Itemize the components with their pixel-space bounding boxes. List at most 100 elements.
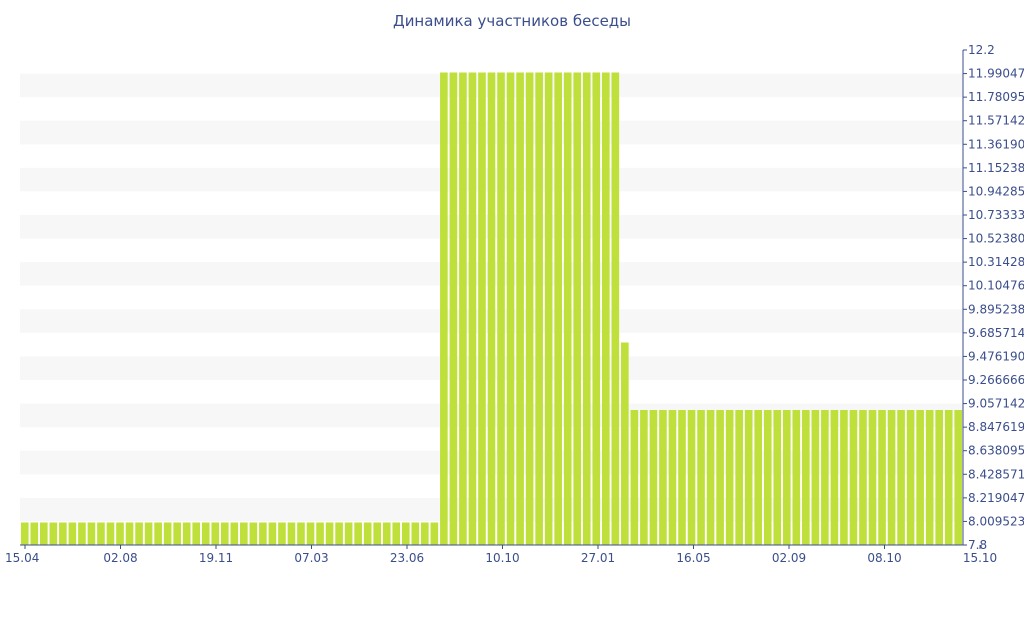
bar (782, 410, 791, 545)
bar (106, 522, 115, 545)
bar (516, 72, 524, 545)
bar (887, 410, 896, 545)
bar (478, 72, 486, 545)
bar (144, 522, 153, 545)
bar (97, 522, 105, 545)
bar (754, 410, 763, 545)
y-tick-label: 9.266666 (968, 373, 1024, 387)
bar (735, 410, 743, 545)
bar (744, 410, 753, 545)
bar (773, 410, 782, 545)
y-tick-label: 8.847619 (968, 420, 1024, 434)
bar (382, 522, 391, 545)
bar (268, 522, 277, 545)
bar (373, 522, 382, 545)
bar (811, 410, 820, 545)
bar (430, 522, 439, 545)
x-tick-label: 27.01 (581, 551, 615, 565)
bar (87, 522, 96, 545)
bar (392, 522, 401, 545)
bars (20, 72, 963, 545)
y-tick-label: 11.780952 (968, 90, 1024, 104)
x-tick-label: 23.06 (390, 551, 424, 565)
bar (335, 522, 343, 545)
bar (925, 410, 934, 545)
bar (897, 410, 905, 545)
bar (935, 410, 943, 545)
x-tick-label: 15.04 (5, 551, 39, 565)
bar (421, 522, 429, 545)
bar (601, 72, 610, 545)
bar (763, 410, 772, 545)
bar (344, 522, 353, 545)
bar (497, 72, 505, 545)
y-tick-label: 9.476190 (968, 349, 1024, 363)
y-tick-label: 8.638095 (968, 444, 1024, 458)
x-tick-label: 10.10 (485, 551, 519, 565)
bar (449, 72, 458, 545)
bar (287, 522, 296, 545)
bar (125, 522, 134, 545)
bar (840, 410, 848, 545)
x-tick-label: 16.05 (676, 551, 710, 565)
bar (716, 410, 724, 545)
y-tick-label: 8.009523 (968, 514, 1024, 528)
bar (78, 522, 86, 545)
bar (249, 522, 258, 545)
y-tick-label: 11.571428 (968, 114, 1024, 128)
bar (278, 522, 286, 545)
bar (182, 522, 191, 545)
bar (544, 72, 553, 545)
bar (192, 522, 201, 545)
bar (592, 72, 601, 545)
bar (573, 72, 582, 545)
bar (201, 522, 210, 545)
bar (154, 522, 162, 545)
bar (459, 72, 467, 545)
bar (401, 522, 410, 545)
bar (316, 522, 324, 545)
bar (944, 410, 953, 545)
bar (821, 410, 829, 545)
y-tick-label: 11.990476 (968, 67, 1024, 81)
bar (468, 72, 477, 545)
bar (211, 522, 220, 545)
bar (582, 72, 591, 545)
bar (59, 522, 67, 545)
bar (220, 522, 229, 545)
bar (830, 410, 839, 545)
bar (706, 410, 715, 545)
bar (40, 522, 48, 545)
bar (68, 522, 77, 545)
bar (668, 410, 677, 545)
bar (20, 522, 29, 545)
y-tick-label: 11.361904 (968, 137, 1024, 151)
bar (306, 522, 315, 545)
y-tick-label: 7.8 (968, 538, 987, 552)
bar (297, 522, 305, 545)
bar (259, 522, 267, 545)
bar (659, 410, 667, 545)
bar (954, 410, 963, 545)
y-tick-label: 12.2 (968, 43, 995, 57)
bar (611, 72, 620, 545)
bar (687, 410, 696, 545)
bar (506, 72, 515, 545)
x-tick-label: 07.03 (294, 551, 328, 565)
x-tick-label: 02.09 (772, 551, 806, 565)
y-tick-label: 8.428571 (968, 467, 1024, 481)
bar (916, 410, 924, 545)
bar (630, 410, 639, 545)
bar (30, 522, 39, 545)
y-tick-label: 9.057142 (968, 397, 1024, 411)
bar (678, 410, 686, 545)
bar (859, 410, 867, 545)
bar (325, 522, 334, 545)
bar (878, 410, 886, 545)
bar (792, 410, 801, 545)
bar (868, 410, 877, 545)
y-tick-label: 9.685714 (968, 326, 1024, 340)
bar (640, 410, 648, 545)
y-tick-label: 8.219047 (968, 491, 1024, 505)
